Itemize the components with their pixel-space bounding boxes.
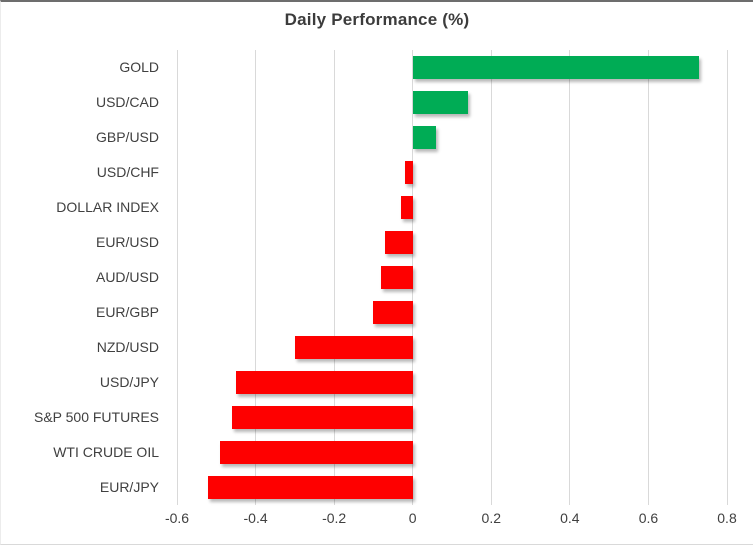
category-label-usd-cad: USD/CAD	[95, 94, 159, 110]
bar-usd-chf	[404, 161, 413, 184]
category-label-wti-crude-oil: WTI CRUDE OIL	[53, 444, 159, 460]
x-axis-tick-label-0-4: 0.4	[560, 510, 580, 526]
gridline-0.4	[569, 50, 571, 505]
category-label-gold: GOLD	[119, 59, 159, 75]
bar-usd-cad	[412, 91, 468, 114]
bar-eur-usd	[385, 231, 413, 254]
bar-aud-usd	[381, 266, 413, 289]
gridline-0.6	[647, 50, 649, 505]
category-label-usd-jpy: USD/JPY	[99, 374, 159, 390]
category-label-dollar-index: DOLLAR INDEX	[56, 199, 159, 215]
bar-nzd-usd	[294, 336, 413, 359]
x-axis-tick-label--0-4: -0.4	[243, 510, 268, 526]
gridline--0.6	[176, 50, 178, 505]
category-label-usd-chf: USD/CHF	[96, 164, 159, 180]
x-axis-tick-label-0-8: 0.8	[717, 510, 737, 526]
bar-gbp-usd	[412, 126, 437, 149]
gridline--0.4	[255, 50, 257, 505]
gridline--0.2	[333, 50, 335, 505]
category-label-eur-gbp: EUR/GBP	[95, 304, 159, 320]
gridline-0.2	[490, 50, 492, 505]
x-axis-tick-label-0-2: 0.2	[481, 510, 502, 526]
gridline-0.8	[726, 50, 728, 505]
bar-eur-jpy	[208, 476, 413, 499]
x-axis-tick-label-0-6: 0.6	[638, 510, 659, 526]
category-label-eur-usd: EUR/USD	[95, 234, 159, 250]
category-axis: GOLD USD/CAD GBP/USD USD/CHF DOLLAR INDEX EUR…	[1, 50, 159, 505]
bar-s-p-500-futures	[232, 406, 413, 429]
x-axis-tick-label--0-2: -0.2	[322, 510, 347, 526]
category-label-nzd-usd: NZD/USD	[96, 339, 159, 355]
bar-eur-gbp	[373, 301, 413, 324]
x-axis-tick-label--0-6: -0.6	[164, 510, 190, 526]
x-axis-tick-label-0: 0	[408, 510, 417, 526]
chart-title: Daily Performance (%)	[284, 10, 470, 29]
gridline-0	[412, 50, 414, 505]
bar-gold	[412, 56, 700, 79]
value-axis: -0.6 -0.4 -0.2 0 0.2 0.4 0.6 0.8	[1, 510, 753, 534]
category-label-eur-jpy: EUR/JPY	[99, 479, 159, 495]
plot-area	[176, 50, 728, 505]
category-label-gbp-usd: GBP/USD	[95, 129, 159, 145]
category-label-s-p-500-futures: S&P 500 FUTURES	[33, 409, 159, 425]
category-label-aud-usd: AUD/USD	[95, 269, 159, 285]
bar-usd-jpy	[235, 371, 413, 394]
bar-dollar-index	[400, 196, 413, 219]
bar-wti-crude-oil	[220, 441, 413, 464]
